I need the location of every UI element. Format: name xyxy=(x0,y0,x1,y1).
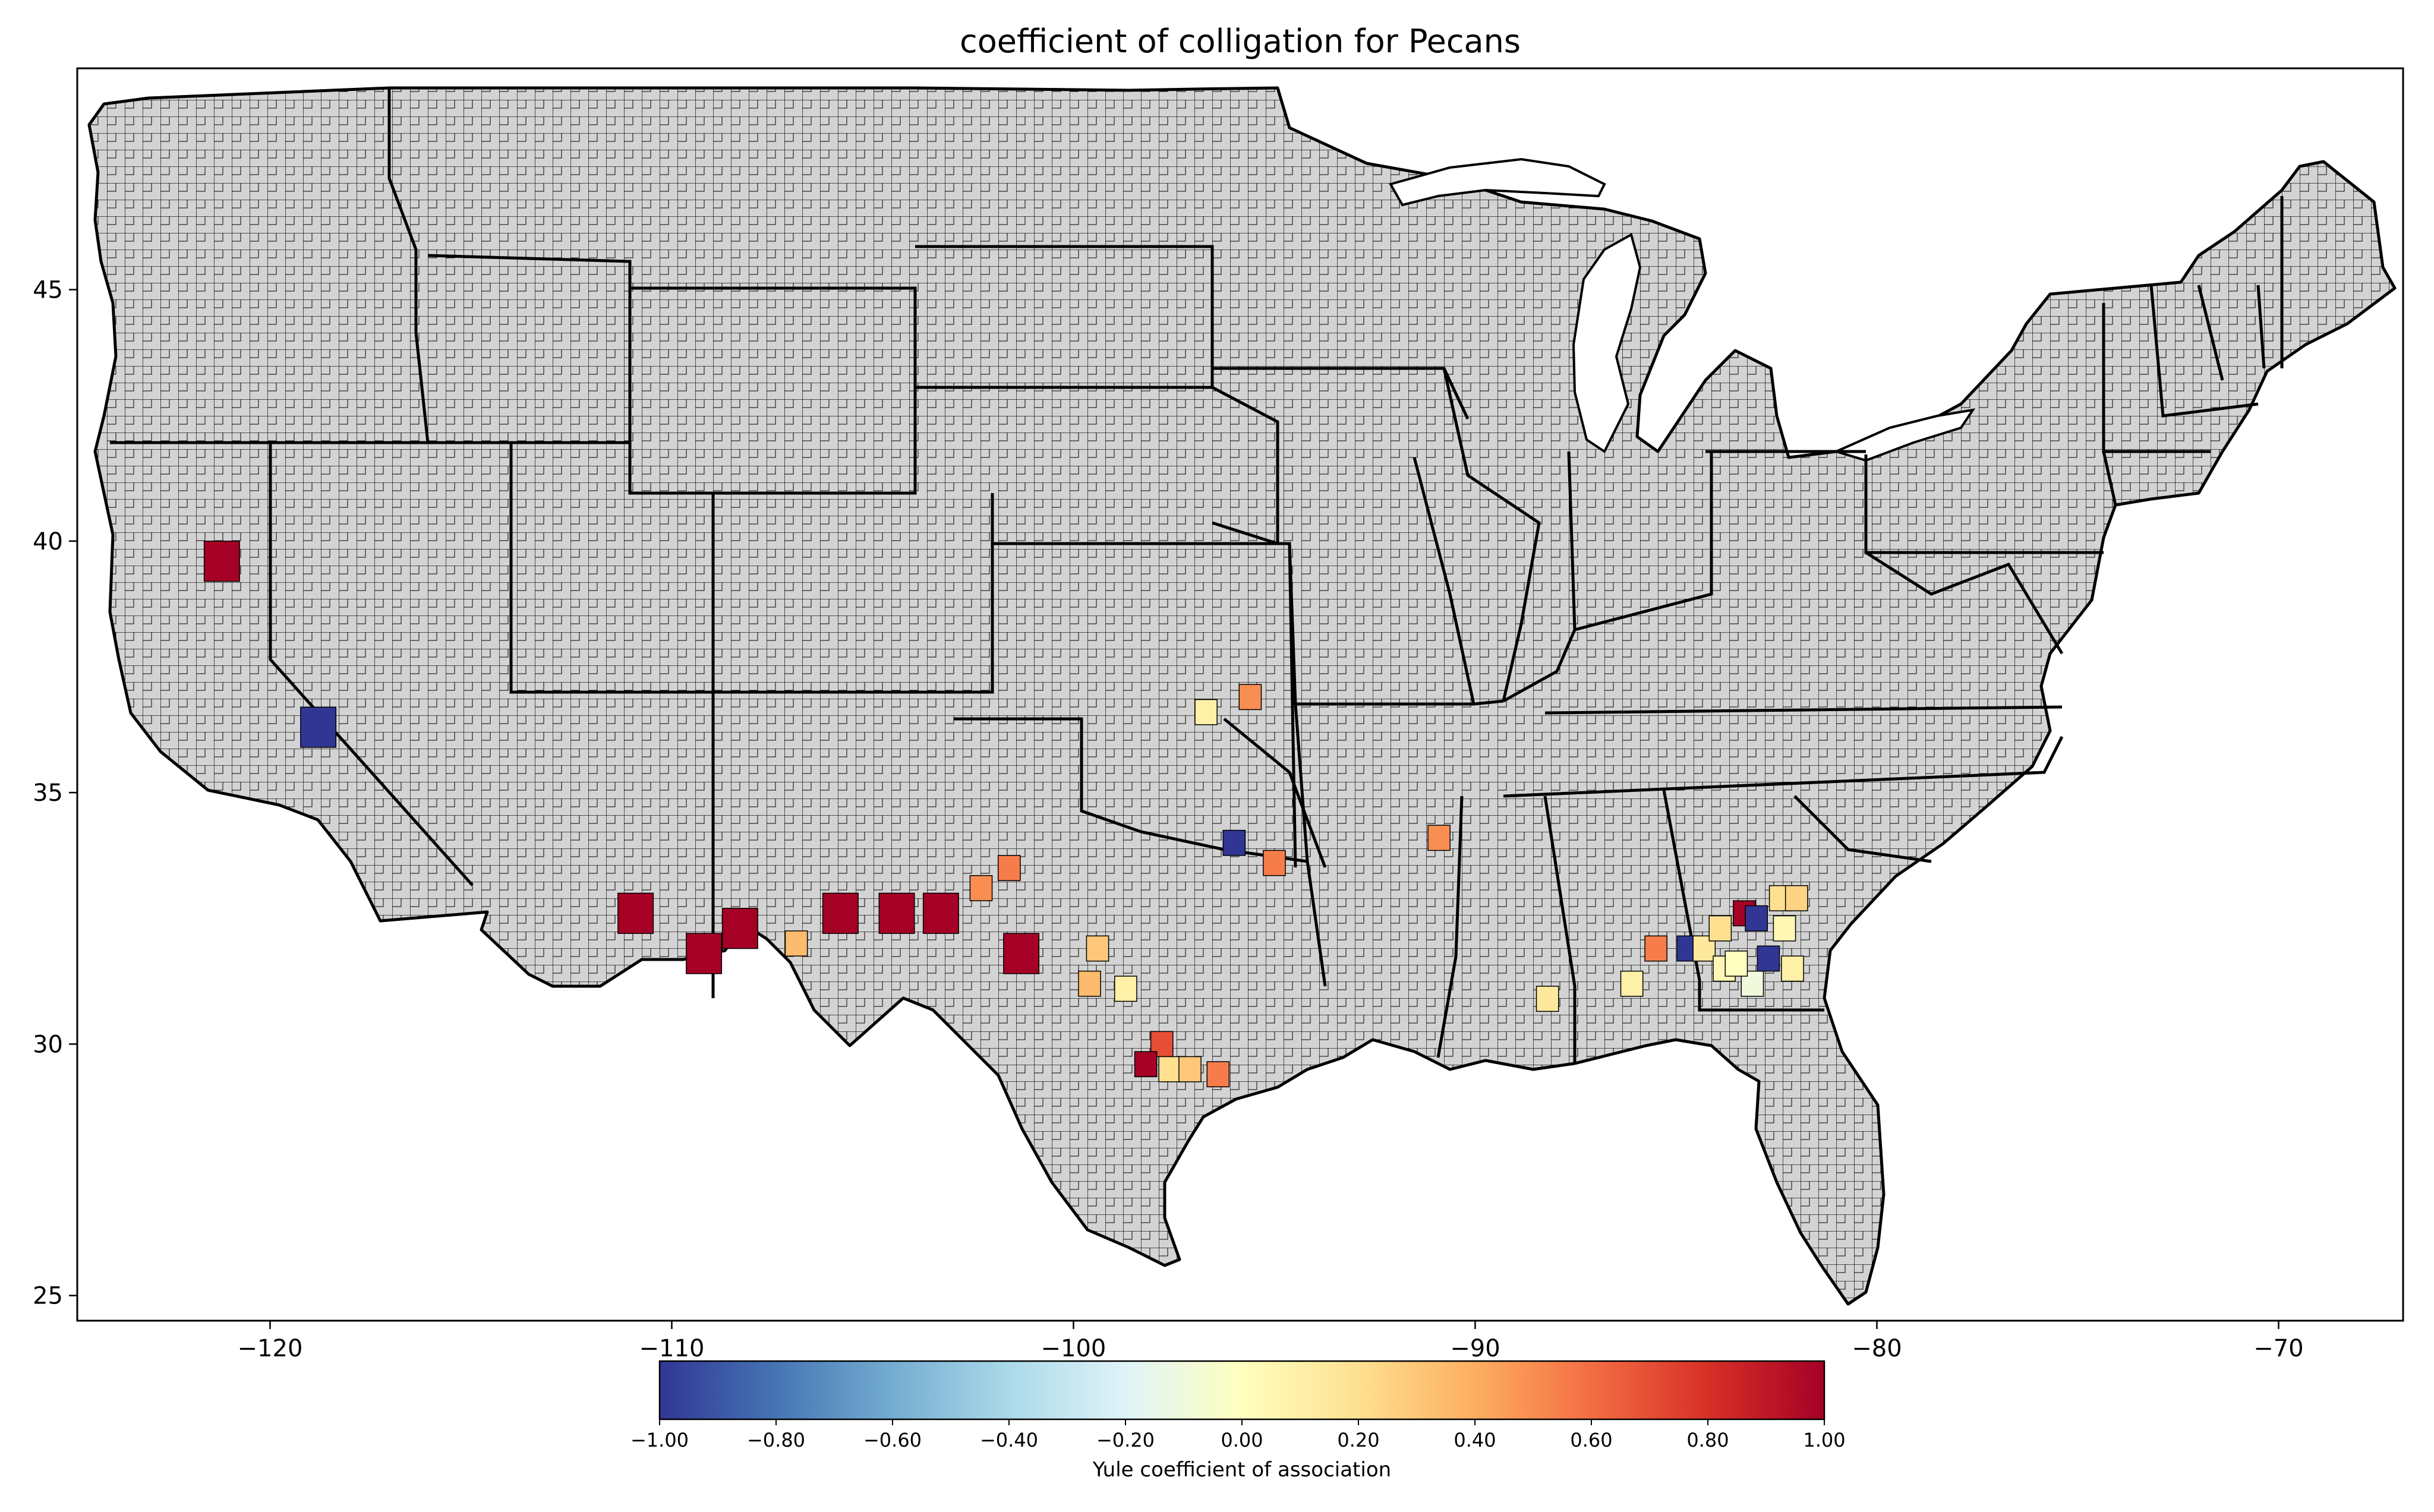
map-layer xyxy=(87,86,2397,1306)
county-cell xyxy=(1222,829,1246,856)
county-cell xyxy=(1708,915,1732,942)
county-cell xyxy=(878,892,915,934)
county-cell xyxy=(997,855,1021,881)
county-cell xyxy=(1745,905,1768,932)
colorbar-label: Yule coefficient of association xyxy=(1092,1458,1391,1482)
y-tick-label: 35 xyxy=(33,779,63,807)
x-tick-label: −100 xyxy=(1041,1335,1106,1362)
colorbar-tick-label: 0.80 xyxy=(1686,1429,1729,1451)
county-cell xyxy=(686,933,723,974)
county-cell xyxy=(1784,885,1808,911)
x-tick-label: −120 xyxy=(238,1335,303,1362)
county-highlights xyxy=(203,541,1808,1088)
county-cell xyxy=(1536,986,1559,1012)
county-cell xyxy=(1086,935,1109,962)
county-cell xyxy=(1263,850,1286,876)
y-axis-ticks: 45 40 35 30 25 xyxy=(33,276,77,1310)
colorbar-tick-label: 0.20 xyxy=(1337,1429,1379,1451)
county-cell xyxy=(1178,1056,1202,1082)
county-cell xyxy=(822,892,859,934)
lake-superior xyxy=(1388,157,1606,207)
county-cell xyxy=(1003,933,1040,974)
x-tick-label: −90 xyxy=(1450,1335,1500,1362)
county-cell xyxy=(1724,951,1748,977)
colorbar-tick-label: 1.00 xyxy=(1803,1429,1845,1451)
county-cell xyxy=(1078,970,1101,997)
county-cell xyxy=(1114,976,1137,1002)
x-axis-ticks: −120 −110 −100 −90 −80 −70 xyxy=(238,1321,2304,1362)
county-cell xyxy=(1194,699,1218,725)
lake-michigan xyxy=(1572,233,1642,453)
colorbar-tick-label: 0.40 xyxy=(1454,1429,1496,1451)
x-tick-label: −80 xyxy=(1852,1335,1902,1362)
lake-erie xyxy=(1833,408,1976,462)
county-cell xyxy=(1757,945,1780,972)
map-title: coefficient of colligation for Pecans xyxy=(960,23,1521,60)
colorbar-tick-label: −0.20 xyxy=(1096,1429,1155,1451)
x-tick-label: −110 xyxy=(639,1335,705,1362)
y-tick-label: 30 xyxy=(33,1031,63,1058)
county-cell xyxy=(1644,935,1667,962)
county-cell xyxy=(1134,1051,1158,1078)
county-cell xyxy=(1781,955,1804,982)
county-cell xyxy=(784,930,808,957)
county-cell xyxy=(1427,825,1451,851)
colorbar-ticks: −1.00 −0.80 −0.60 −0.40 −0.20 0.00 0.20 0.40 0.6… xyxy=(630,1419,1846,1451)
county-cell xyxy=(203,541,240,582)
colorbar xyxy=(658,1360,1826,1421)
county-cell xyxy=(1158,1056,1182,1082)
county-cell xyxy=(1206,1061,1230,1088)
county-cell xyxy=(721,908,758,949)
county-cell xyxy=(617,892,654,934)
county-cell xyxy=(1238,684,1262,711)
county-cell xyxy=(300,706,337,748)
colorbar-tick-label: −1.00 xyxy=(630,1429,689,1451)
colorbar-tick-label: −0.80 xyxy=(747,1429,805,1451)
county-cell xyxy=(922,892,959,934)
county-cell xyxy=(1773,915,1796,942)
x-tick-label: −70 xyxy=(2253,1335,2303,1362)
colorbar-tick-label: 0.00 xyxy=(1221,1429,1263,1451)
y-tick-label: 40 xyxy=(33,528,63,555)
y-tick-label: 25 xyxy=(33,1283,63,1310)
colorbar-tick-label: −0.40 xyxy=(980,1429,1038,1451)
county-cell xyxy=(969,875,993,901)
county-cell xyxy=(1620,970,1644,997)
colorbar-tick-label: −0.60 xyxy=(863,1429,922,1451)
y-tick-label: 45 xyxy=(33,276,63,304)
colorbar-tick-label: 0.60 xyxy=(1570,1429,1612,1451)
state-borders xyxy=(110,89,2284,1063)
